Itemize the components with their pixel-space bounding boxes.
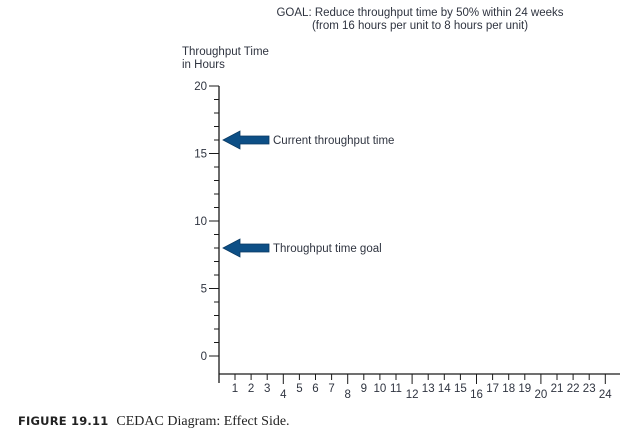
x-tick-label: 16 bbox=[470, 389, 483, 401]
x-tick-label: 4 bbox=[280, 389, 287, 401]
x-axis: 1 2 3 4 5 6 7 8 9 10 11 12 13 14 15 16 17 18 19 20 21 22 23 24 bbox=[219, 373, 620, 401]
reference-markers: Current throughput time Throughput time g… bbox=[222, 130, 394, 258]
x-tick-label: 7 bbox=[328, 383, 334, 395]
x-tick-label: 8 bbox=[344, 389, 350, 401]
x-tick-label: 10 bbox=[374, 383, 387, 395]
x-tick-label: 1 bbox=[232, 383, 238, 395]
y-axis-label-line-2: in Hours bbox=[182, 59, 225, 71]
y-tick-label: 0 bbox=[201, 351, 207, 363]
marker-label: Current throughput time bbox=[273, 135, 394, 147]
x-tick-label: 5 bbox=[296, 383, 302, 395]
x-tick-label: 19 bbox=[518, 383, 531, 395]
x-tick-label: 3 bbox=[264, 383, 270, 395]
figure-number: FIGURE 19.11 bbox=[18, 414, 109, 428]
reference-marker: Current throughput time bbox=[222, 130, 394, 150]
y-tick-label: 10 bbox=[194, 216, 207, 228]
y-axis: 0 5 10 15 20 bbox=[194, 81, 220, 383]
x-tick-label: 24 bbox=[599, 389, 612, 401]
x-tick-label: 15 bbox=[454, 383, 467, 395]
x-tick-label: 9 bbox=[361, 383, 367, 395]
x-tick-label: 21 bbox=[551, 383, 564, 395]
x-tick-label: 6 bbox=[312, 383, 318, 395]
marker-label: Throughput time goal bbox=[273, 243, 382, 255]
left-arrow-icon bbox=[222, 130, 270, 150]
goal-line-2: (from 16 hours per unit to 8 hours per u… bbox=[311, 20, 529, 32]
x-tick-label: 17 bbox=[486, 383, 499, 395]
goal-statement: GOAL: Reduce throughput time by 50% with… bbox=[260, 7, 580, 33]
x-tick-label: 18 bbox=[502, 383, 515, 395]
x-tick-label: 23 bbox=[583, 383, 596, 395]
figure-caption: FIGURE 19.11 CEDAC Diagram: Effect Side. bbox=[18, 413, 290, 430]
goal-line-1: GOAL: Reduce throughput time by 50% with… bbox=[276, 7, 564, 19]
x-tick-label: 20 bbox=[535, 389, 548, 401]
x-tick-label: 11 bbox=[390, 383, 402, 395]
figure-title: CEDAC Diagram: Effect Side. bbox=[116, 414, 290, 429]
y-tick-label: 15 bbox=[194, 149, 207, 161]
x-tick-label: 13 bbox=[422, 383, 435, 395]
x-tick-label: 12 bbox=[406, 389, 419, 401]
y-axis-label: Throughput Time in Hours bbox=[182, 46, 269, 72]
y-tick-label: 5 bbox=[201, 284, 207, 296]
x-tick-label: 22 bbox=[567, 383, 580, 395]
x-tick-label: 14 bbox=[438, 383, 451, 395]
y-axis-label-line-1: Throughput Time bbox=[182, 46, 269, 58]
reference-marker: Throughput time goal bbox=[222, 238, 382, 258]
left-arrow-icon bbox=[222, 238, 270, 258]
y-tick-label: 20 bbox=[194, 81, 207, 93]
x-tick-label: 2 bbox=[248, 383, 254, 395]
